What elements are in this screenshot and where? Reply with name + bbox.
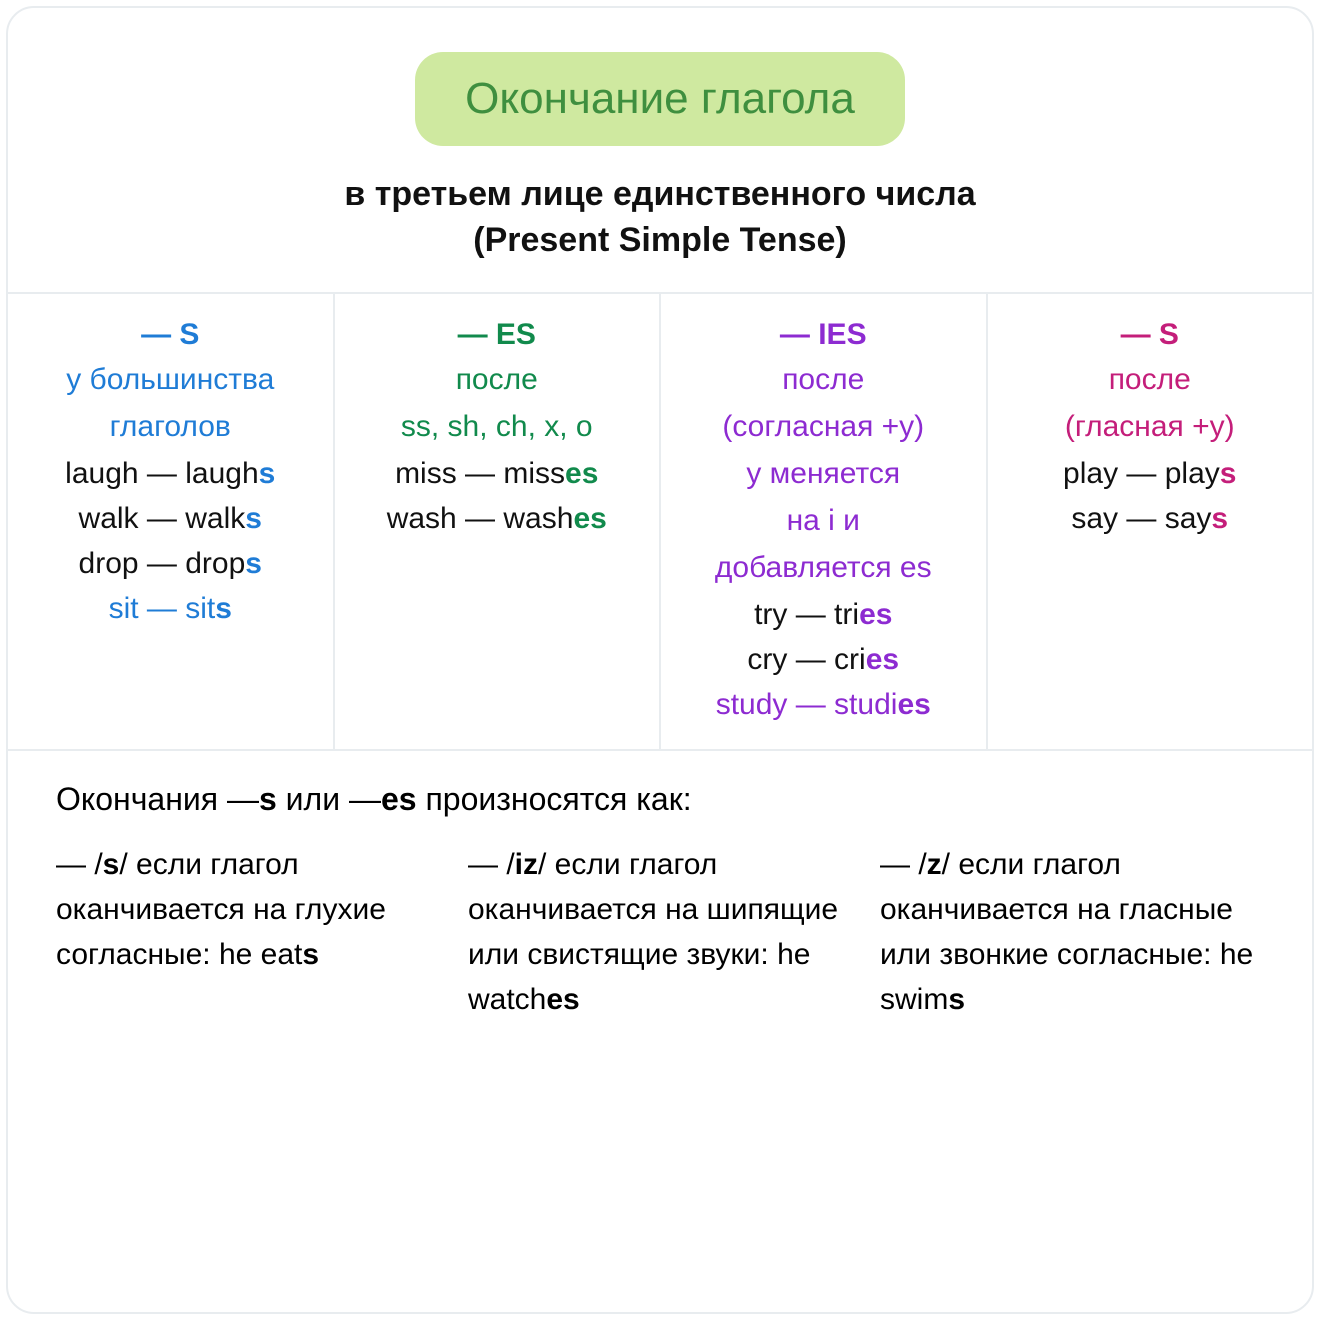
pronunciation-footer: Окончания —s или —es произносятся как: —…	[8, 749, 1312, 1052]
header: Окончание глагола в третьем лице единств…	[8, 8, 1312, 292]
rule-text: глаголов	[12, 404, 329, 449]
pronunciation-item: — /iz/ если глагол оканчивается на шипящ…	[468, 842, 852, 1022]
columns: — Sу большинстваглаголовlaugh — laughswa…	[8, 292, 1312, 749]
rule-column: — ESпослеss, sh, ch, x, omiss — misseswa…	[335, 294, 662, 749]
suffix-label: — IES	[665, 312, 982, 357]
grammar-card: Окончание глагола в третьем лице единств…	[6, 6, 1314, 1314]
suffix-label: — ES	[339, 312, 656, 357]
example: cry — cries	[665, 637, 982, 682]
rule-text: ss, sh, ch, x, o	[339, 404, 656, 449]
suffix-label: — S	[992, 312, 1309, 357]
footer-title: Окончания —s или —es произносятся как:	[56, 781, 1264, 818]
example: sit — sits	[12, 586, 329, 631]
pronunciation-item: — /s/ если глагол оканчивается на глухие…	[56, 842, 440, 1022]
title-pill: Окончание глагола	[415, 52, 905, 146]
rule-text: (гласная +y)	[992, 404, 1309, 449]
subtitle-line2: (Present Simple Tense)	[473, 221, 847, 259]
rule-column: — Sу большинстваглаголовlaugh — laughswa…	[8, 294, 335, 749]
example: wash — washes	[339, 496, 656, 541]
rule-text: добавляется es	[665, 545, 982, 590]
example: drop — drops	[12, 541, 329, 586]
pronunciation-row: — /s/ если глагол оканчивается на глухие…	[56, 842, 1264, 1022]
example: miss — misses	[339, 451, 656, 496]
rule-text: после	[339, 357, 656, 402]
example: say — says	[992, 496, 1309, 541]
rule-text: у большинства	[12, 357, 329, 402]
rule-text: (согласная +y)	[665, 404, 982, 449]
example: try — tries	[665, 592, 982, 637]
pronunciation-item: — /z/ если глагол оканчивается на гласны…	[880, 842, 1264, 1022]
example: walk — walks	[12, 496, 329, 541]
subtitle: в третьем лице единственного числа (Pres…	[28, 172, 1292, 264]
example: play — plays	[992, 451, 1309, 496]
rule-text: на i и	[665, 498, 982, 543]
example: study — studies	[665, 682, 982, 727]
suffix-label: — S	[12, 312, 329, 357]
rule-text: после	[665, 357, 982, 402]
rule-text: y меняется	[665, 451, 982, 496]
rule-text: после	[992, 357, 1309, 402]
rule-column: — IESпосле(согласная +y)y меняетсяна i и…	[661, 294, 988, 749]
example: laugh — laughs	[12, 451, 329, 496]
rule-column: — Sпосле(гласная +y)play — playssay — sa…	[988, 294, 1313, 749]
subtitle-line1: в третьем лице единственного числа	[344, 175, 975, 213]
